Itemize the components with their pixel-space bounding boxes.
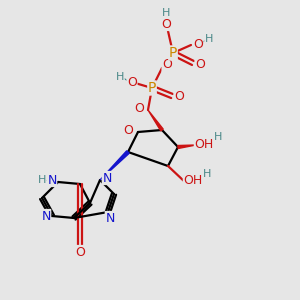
Text: P: P	[148, 81, 156, 95]
Text: H: H	[38, 175, 46, 185]
Text: OH: OH	[183, 175, 202, 188]
Text: H: H	[162, 8, 170, 18]
Text: H: H	[214, 132, 222, 142]
Text: N: N	[41, 209, 51, 223]
Text: H: H	[116, 72, 124, 82]
Polygon shape	[100, 151, 129, 180]
Text: O: O	[195, 58, 205, 70]
Text: H: H	[203, 169, 211, 179]
Text: O: O	[193, 38, 203, 52]
Text: O: O	[75, 245, 85, 259]
Text: N: N	[105, 212, 115, 224]
Text: O: O	[123, 124, 133, 136]
Text: P: P	[169, 46, 177, 60]
Polygon shape	[178, 145, 196, 148]
Text: O: O	[134, 101, 144, 115]
Text: N: N	[47, 173, 57, 187]
Text: H: H	[205, 34, 213, 44]
Text: O: O	[75, 247, 85, 260]
Text: O: O	[127, 76, 137, 89]
Text: O: O	[174, 91, 184, 103]
Text: OH: OH	[194, 137, 214, 151]
Text: O: O	[161, 17, 171, 31]
Text: N: N	[102, 172, 112, 184]
Polygon shape	[148, 110, 163, 131]
Text: O: O	[162, 58, 172, 71]
